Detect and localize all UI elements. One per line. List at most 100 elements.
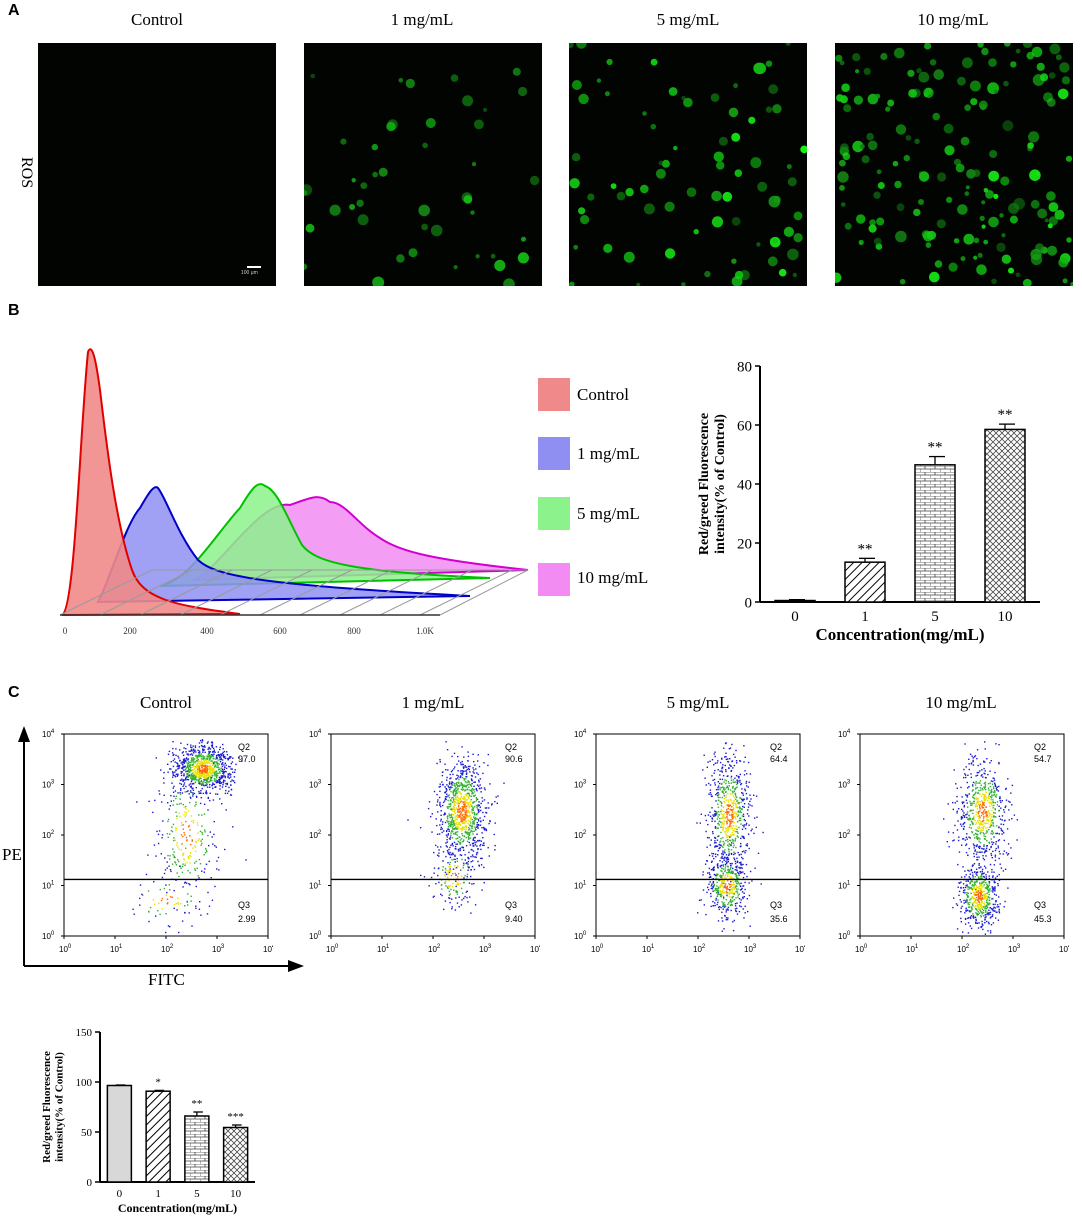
panel-label-b: B [8, 302, 20, 319]
x-tick-label: 100 [855, 944, 868, 954]
event-dot [727, 829, 729, 831]
cell [576, 43, 587, 49]
event-dot [992, 898, 994, 900]
event-dot [197, 772, 199, 774]
event-dot [448, 853, 450, 855]
y-tick-label: 101 [838, 881, 851, 891]
event-dot [473, 817, 475, 820]
event-dot [721, 766, 724, 769]
event-dot [189, 786, 192, 788]
event-dot [979, 884, 982, 886]
event-dot [742, 813, 745, 816]
bar [914, 464, 956, 603]
event-dot [193, 776, 195, 779]
event-dot [981, 884, 983, 886]
event-dot [194, 805, 196, 807]
event-dot [983, 825, 985, 828]
event-dot [978, 867, 980, 869]
event-dot [462, 813, 464, 816]
event-dot [189, 764, 192, 766]
event-dot [985, 914, 987, 916]
event-dot [187, 758, 190, 760]
event-dot [189, 852, 192, 854]
event-dot [197, 839, 199, 842]
event-dot [451, 843, 453, 845]
event-dot [218, 754, 220, 756]
event-dot [1016, 839, 1018, 841]
event-dot [722, 894, 724, 897]
event-dot [453, 828, 455, 830]
event-dot [212, 782, 214, 784]
event-dot [452, 825, 454, 828]
cell [944, 145, 955, 156]
event-dot [975, 873, 977, 875]
event-dot [985, 791, 987, 793]
event-dot [473, 791, 476, 793]
event-dot [957, 886, 959, 888]
event-dot [717, 785, 720, 787]
event-dot [725, 917, 728, 919]
event-dot [451, 784, 453, 786]
event-dot [727, 871, 730, 874]
event-dot [446, 849, 449, 852]
event-dot [722, 840, 724, 843]
event-dot [732, 779, 735, 781]
cell [895, 230, 907, 243]
event-dot [238, 756, 240, 759]
event-dot [203, 777, 205, 779]
event-dot [179, 815, 181, 818]
event-dot [993, 864, 995, 866]
event-dot [172, 848, 174, 850]
event-dot [728, 826, 730, 828]
event-dot [201, 838, 203, 840]
event-dot [193, 750, 195, 753]
event-dot [726, 885, 729, 887]
event-dot [714, 904, 716, 907]
event-dot [193, 762, 195, 764]
event-dot [983, 798, 985, 800]
event-dot [463, 797, 466, 799]
event-dot [731, 818, 734, 820]
event-dot [200, 775, 202, 777]
event-dot [981, 821, 983, 823]
event-dot [450, 834, 452, 836]
event-dot [463, 822, 465, 825]
cell [304, 263, 308, 270]
event-dot [976, 902, 978, 904]
event-dot [171, 782, 173, 784]
event-dot [972, 822, 974, 824]
event-dot [201, 770, 203, 772]
event-dot [985, 847, 988, 849]
event-dot [968, 917, 970, 919]
event-dot [732, 929, 735, 932]
event-dot [214, 773, 216, 775]
event-dot [471, 843, 474, 845]
event-dot [172, 773, 174, 775]
event-dot [990, 791, 992, 794]
y-tick-label: 103 [838, 780, 851, 790]
event-dot [209, 786, 211, 788]
event-dot [209, 754, 211, 756]
event-dot [984, 795, 987, 797]
event-dot [475, 788, 477, 790]
event-dot [981, 920, 983, 923]
event-dot [739, 760, 742, 762]
event-dot [992, 832, 995, 834]
event-dot [467, 796, 470, 798]
event-dot [473, 772, 475, 774]
event-dot [996, 832, 999, 835]
event-dot [726, 808, 728, 811]
event-dot [181, 843, 183, 845]
cell [918, 171, 930, 182]
event-dot [984, 894, 986, 896]
event-dot [227, 757, 230, 760]
event-dot [179, 760, 181, 762]
event-dot [163, 782, 165, 784]
event-dot [735, 910, 737, 912]
event-dot [196, 764, 199, 767]
event-dot [717, 794, 719, 797]
event-dot [467, 811, 470, 813]
event-dot [998, 910, 1000, 912]
event-dot [450, 821, 452, 823]
event-dot [990, 802, 992, 804]
